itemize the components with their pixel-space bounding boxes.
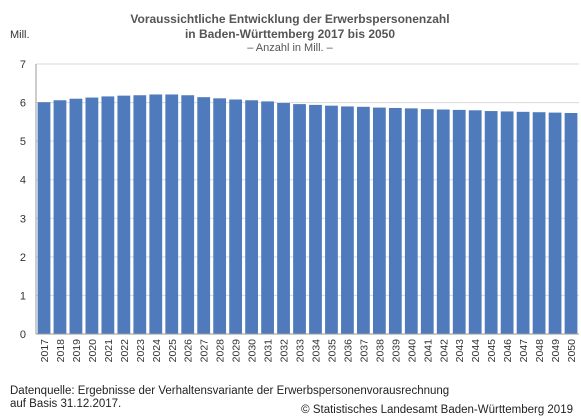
x-tick-label: 2020 — [87, 339, 99, 363]
bar-chart: Voraussichtliche Entwicklung der Erwerbs… — [10, 12, 579, 363]
x-tick-label: 2046 — [502, 339, 514, 363]
bar-2028 — [213, 98, 227, 334]
bar-2024 — [149, 94, 163, 334]
x-tick-label: 2029 — [231, 339, 243, 363]
x-tick-label: 2043 — [454, 339, 466, 363]
x-tick-label: 2019 — [71, 339, 83, 363]
bar-2046 — [500, 111, 514, 334]
y-tick-label: 5 — [20, 136, 26, 148]
y-tick-label: 3 — [20, 213, 26, 225]
bar-2050 — [564, 112, 578, 335]
x-tick-label: 2035 — [326, 339, 338, 363]
bar-2045 — [484, 111, 498, 334]
x-tick-label: 2045 — [486, 339, 498, 363]
x-tick-label: 2028 — [215, 339, 227, 363]
bar-2031 — [261, 101, 274, 334]
bar-2025 — [165, 94, 179, 334]
bar-2033 — [293, 104, 306, 334]
x-tick-label: 2049 — [550, 339, 562, 363]
bar-2029 — [229, 99, 243, 335]
data-source-line1: Datenquelle: Ergebnisse der Verhaltensva… — [10, 385, 450, 397]
bar-2039 — [388, 107, 402, 334]
bar-2018 — [53, 100, 67, 334]
bar-2042 — [436, 109, 450, 334]
bars — [37, 94, 578, 335]
chart-subtitle: – Anzahl in Mill. – — [247, 42, 333, 54]
chart-title-line1: Voraussichtliche Entwicklung der Erwerbs… — [130, 12, 449, 26]
bar-2030 — [245, 100, 258, 334]
x-tick-label: 2030 — [247, 339, 259, 363]
x-tick-label: 2031 — [263, 339, 275, 363]
y-tick-label: 1 — [20, 290, 26, 302]
bar-2048 — [532, 112, 546, 335]
x-tick-label: 2048 — [534, 339, 546, 363]
x-tick-label: 2041 — [422, 339, 434, 363]
bar-2026 — [181, 95, 195, 335]
bar-2034 — [309, 104, 322, 334]
bar-2044 — [468, 110, 482, 334]
x-tick-label: 2024 — [151, 339, 163, 363]
bar-2017 — [37, 102, 51, 334]
x-tick-label: 2040 — [406, 339, 418, 363]
bar-2038 — [372, 107, 386, 334]
x-tick-label: 2017 — [39, 339, 51, 363]
x-tick-label: 2047 — [518, 339, 530, 363]
bar-2040 — [404, 108, 418, 334]
y-tick-label: 2 — [20, 252, 26, 264]
x-tick-label: 2025 — [167, 339, 179, 363]
x-tick-label: 2023 — [135, 339, 147, 363]
y-tick-label: 6 — [20, 98, 26, 110]
bar-2035 — [325, 105, 338, 334]
bar-2043 — [452, 109, 466, 335]
x-tick-label: 2033 — [295, 339, 307, 363]
y-tick-label: 7 — [20, 59, 26, 71]
x-tick-label: 2050 — [566, 339, 578, 363]
x-tick-label: 2027 — [199, 339, 211, 363]
x-tick-label: 2039 — [390, 339, 402, 363]
x-tick-label: 2036 — [342, 339, 354, 363]
y-axis-unit-label: Mill. — [10, 29, 30, 41]
data-source-line2: auf Basis 31.12.2017. — [10, 398, 122, 410]
x-tick-label: 2032 — [279, 339, 291, 363]
copyright-note: © Statistisches Landesamt Baden-Württemb… — [301, 404, 573, 416]
bar-2049 — [548, 112, 562, 334]
bar-2032 — [277, 102, 290, 335]
x-tick-labels: 2017 2018 2019 2020 2021 2022 2023 2024 2025 2026… — [39, 339, 578, 363]
bar-2027 — [197, 97, 211, 334]
y-tick-label: 0 — [20, 329, 26, 341]
bar-2047 — [516, 111, 530, 334]
x-tick-label: 2044 — [470, 339, 482, 363]
x-tick-label: 2018 — [55, 339, 67, 363]
x-tick-label: 2042 — [438, 339, 450, 363]
x-tick-label: 2021 — [103, 339, 115, 363]
y-tick-labels: 0 1 2 3 4 5 6 7 — [20, 59, 26, 341]
bar-2019 — [69, 98, 83, 335]
bar-2020 — [85, 97, 99, 334]
x-tick-label: 2026 — [183, 339, 195, 363]
bar-2023 — [133, 95, 147, 335]
x-tick-label: 2022 — [119, 339, 131, 363]
y-tick-label: 4 — [20, 175, 26, 187]
chart-title-line2: in Baden-Württemberg 2017 bis 2050 — [185, 27, 395, 41]
x-tick-label: 2034 — [310, 339, 322, 363]
x-tick-label: 2037 — [358, 339, 370, 363]
bar-2021 — [101, 96, 115, 335]
bar-2041 — [420, 109, 434, 334]
bar-2037 — [357, 106, 370, 334]
bar-2036 — [341, 106, 354, 335]
bar-2022 — [117, 95, 131, 334]
x-tick-label: 2038 — [374, 339, 386, 363]
data-source-note: Datenquelle: Ergebnisse der Verhaltensva… — [10, 385, 449, 411]
